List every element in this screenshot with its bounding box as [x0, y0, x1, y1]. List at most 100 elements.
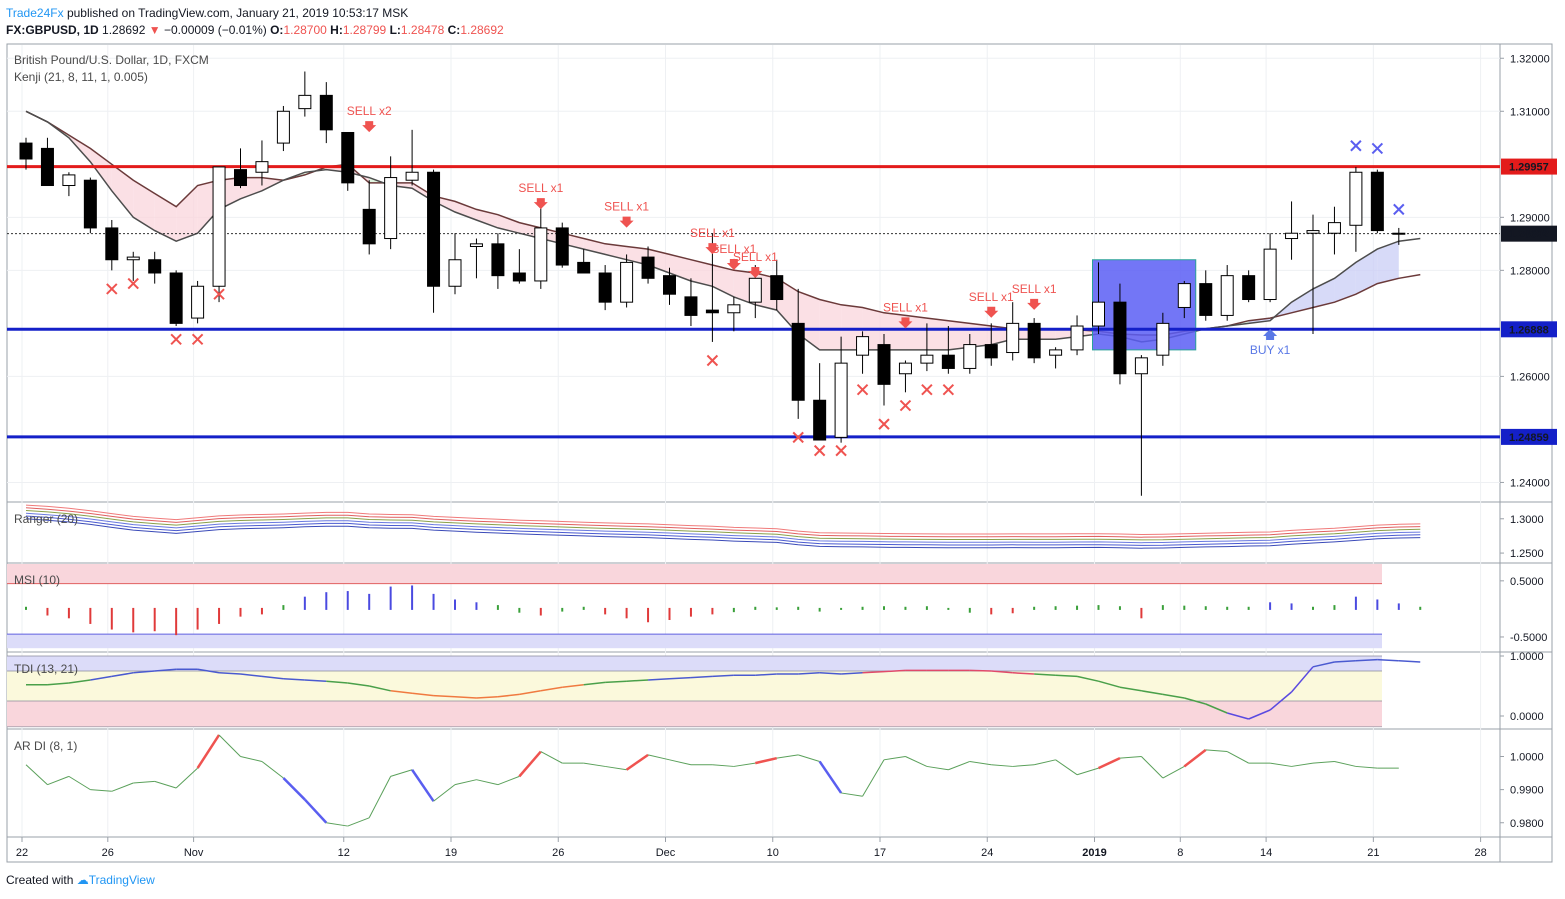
ardi-line-segment: [240, 756, 263, 762]
kenji-cloud-segment: [1291, 288, 1313, 313]
candle: [1220, 265, 1234, 321]
ardi-line-segment: [1312, 760, 1335, 764]
candle: [1263, 233, 1277, 303]
x-tick-label: 17: [874, 847, 886, 859]
x-tick-label: 8: [1177, 847, 1183, 859]
tdi-line-segment: [412, 692, 434, 697]
sell-cross-marker: [813, 444, 826, 457]
tdi-line-segment: [841, 672, 863, 675]
tdi-line-segment: [1312, 661, 1335, 668]
publisher-line: Trade24Fx published on TradingView.com, …: [6, 5, 504, 22]
candle: [598, 265, 612, 311]
candle-body: [1306, 230, 1320, 234]
candle-body: [1134, 357, 1148, 375]
msi-lower-zone: [7, 634, 1382, 649]
candle-body: [491, 243, 505, 277]
x-tick-label: 28: [1474, 847, 1486, 859]
ardi-line-segment: [390, 769, 413, 777]
tdi-line-segment: [90, 675, 112, 681]
ardi-line-segment: [1334, 760, 1357, 767]
x-tick-label: Dec: [656, 847, 676, 859]
ardi-line-segment: [733, 762, 756, 767]
candle-body: [1370, 171, 1384, 232]
tdi-line-segment: [347, 682, 370, 687]
tdi-line-segment: [261, 675, 284, 680]
ardi-line-segment: [133, 780, 155, 784]
candle-body: [534, 227, 548, 282]
candle-body: [1242, 275, 1256, 301]
level-tag: [1501, 428, 1557, 445]
ranger-band-line: [25, 512, 1421, 544]
candle-body: [405, 171, 419, 181]
candle-body: [770, 275, 784, 301]
tdi-line-segment: [969, 669, 992, 672]
candle-body: [963, 344, 977, 369]
ardi-line-segment: [1162, 765, 1185, 779]
ardi-line-segment: [47, 775, 70, 786]
x-tick-label: 26: [552, 847, 564, 859]
candle: [898, 360, 912, 393]
tdi-line-segment: [669, 676, 691, 680]
candle-body: [255, 161, 269, 173]
kenji-cloud-segment: [926, 318, 949, 350]
candle: [148, 251, 162, 284]
candle-body: [748, 277, 762, 303]
y-tick-label: 0.0000: [1510, 711, 1544, 723]
tradingview-cloud-icon: ☁: [76, 873, 89, 887]
tdi-line-segment: [154, 668, 177, 672]
tdi-line-segment: [369, 685, 391, 692]
publisher-name[interactable]: Trade24Fx: [6, 6, 64, 20]
y-tick-label: 1.2500: [1510, 548, 1544, 560]
tdi-line-segment: [133, 670, 155, 674]
candle-body: [555, 227, 569, 266]
candle-body: [1392, 232, 1406, 235]
tdi-line-segment: [1012, 672, 1035, 675]
ardi-line-segment: [841, 792, 863, 797]
sell-cross-marker: [191, 333, 204, 345]
candle-body: [1070, 325, 1084, 351]
y-tick-label: 1.28000: [1510, 265, 1550, 277]
ardi-line-segment: [926, 765, 949, 771]
candle: [1070, 315, 1084, 356]
sell-arrow-icon: [898, 317, 913, 329]
candle: [555, 222, 569, 268]
sell-cross-marker: [792, 431, 804, 444]
candle-body: [1263, 248, 1277, 301]
close-label: C:: [447, 23, 461, 37]
cross-stroke: [878, 418, 890, 430]
candle-body: [319, 94, 333, 131]
cross-stroke: [170, 333, 182, 345]
close-value: 1.28692: [460, 23, 504, 37]
candle: [1177, 280, 1191, 319]
candle-body: [877, 344, 891, 385]
level-label: 1.26888: [1509, 324, 1549, 336]
ardi-line-segment: [1055, 759, 1078, 776]
tdi-lower-zone: [7, 701, 1382, 727]
sell-signal-label: SELL x1: [883, 300, 928, 314]
tdi-line-segment: [1334, 660, 1356, 663]
sell-signal-label: SELL x1: [733, 250, 778, 264]
candle: [40, 137, 54, 187]
tdi-line-segment: [991, 670, 1013, 674]
candle: [1306, 214, 1320, 334]
candle-body: [469, 243, 483, 247]
ardi-line-segment: [368, 776, 392, 819]
candle-body: [705, 309, 719, 314]
sell-arrow-icon: [705, 243, 720, 255]
chart-header: Trade24Fx published on TradingView.com, …: [6, 5, 504, 39]
ardi-line-segment: [540, 751, 563, 764]
ranger-band-line: [25, 518, 1421, 549]
sell-arrow-icon: [533, 198, 548, 210]
level-tag: [1501, 158, 1557, 175]
ardi-line-segment: [1355, 765, 1378, 769]
sell-cross-marker: [106, 283, 118, 295]
candle: [984, 323, 998, 366]
candle-body: [362, 208, 376, 245]
published-text: published on TradingView.com, January 21…: [66, 6, 409, 20]
buy-cross-marker: [1371, 142, 1384, 155]
ardi-line-segment: [1183, 748, 1207, 768]
tradingview-link[interactable]: TradingView: [88, 873, 155, 887]
candle-body: [169, 272, 183, 324]
